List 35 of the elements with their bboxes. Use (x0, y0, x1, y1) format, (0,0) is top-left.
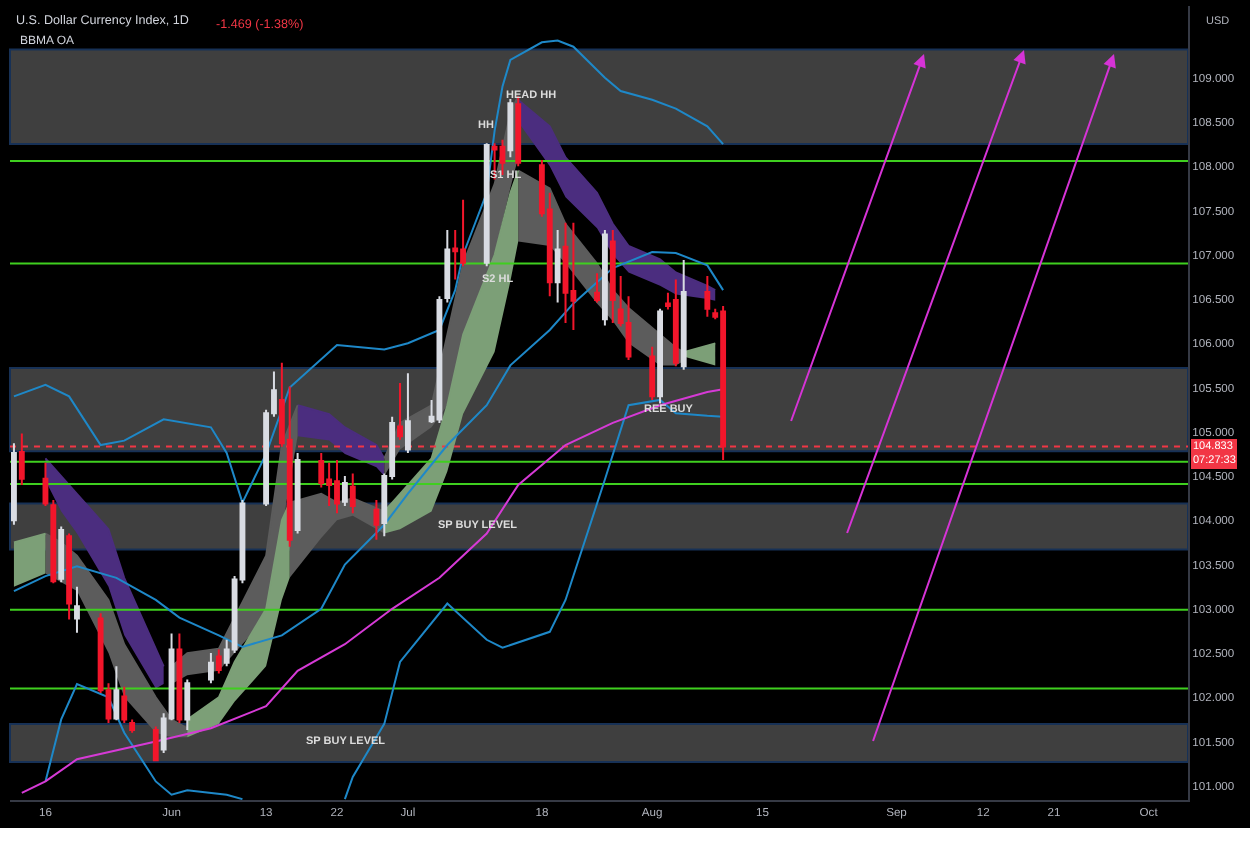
candlestick (570, 221, 577, 331)
candlestick (672, 278, 679, 368)
candlestick (11, 442, 17, 526)
candlestick (58, 525, 65, 584)
candlestick (113, 665, 120, 722)
candlestick (66, 532, 73, 621)
candlestick (129, 718, 136, 734)
candlestick (499, 138, 506, 177)
candlestick (42, 461, 49, 508)
candlestick (680, 259, 687, 371)
candlestick (326, 461, 333, 508)
candlestick (341, 475, 348, 508)
candlestick (50, 498, 57, 585)
candlestick (334, 459, 340, 515)
line-series (12, 39, 725, 504)
candlestick (18, 432, 25, 486)
candlestick (657, 307, 663, 405)
candlestick (609, 228, 616, 324)
candlestick (349, 472, 356, 515)
candlestick (373, 498, 380, 541)
candlestick (649, 345, 656, 401)
candlestick (121, 685, 128, 724)
candlestick (152, 725, 159, 763)
candlestick (74, 585, 80, 634)
candlestick (720, 305, 727, 462)
candlestick (594, 272, 600, 304)
candlestick (294, 452, 301, 535)
candlestick (562, 221, 569, 324)
line-series (12, 251, 725, 648)
candlestick (601, 228, 608, 327)
candlestick (515, 95, 522, 168)
candlestick (507, 97, 514, 159)
candlestick (176, 632, 183, 724)
candlestick (704, 274, 711, 318)
candlestick (554, 228, 561, 304)
